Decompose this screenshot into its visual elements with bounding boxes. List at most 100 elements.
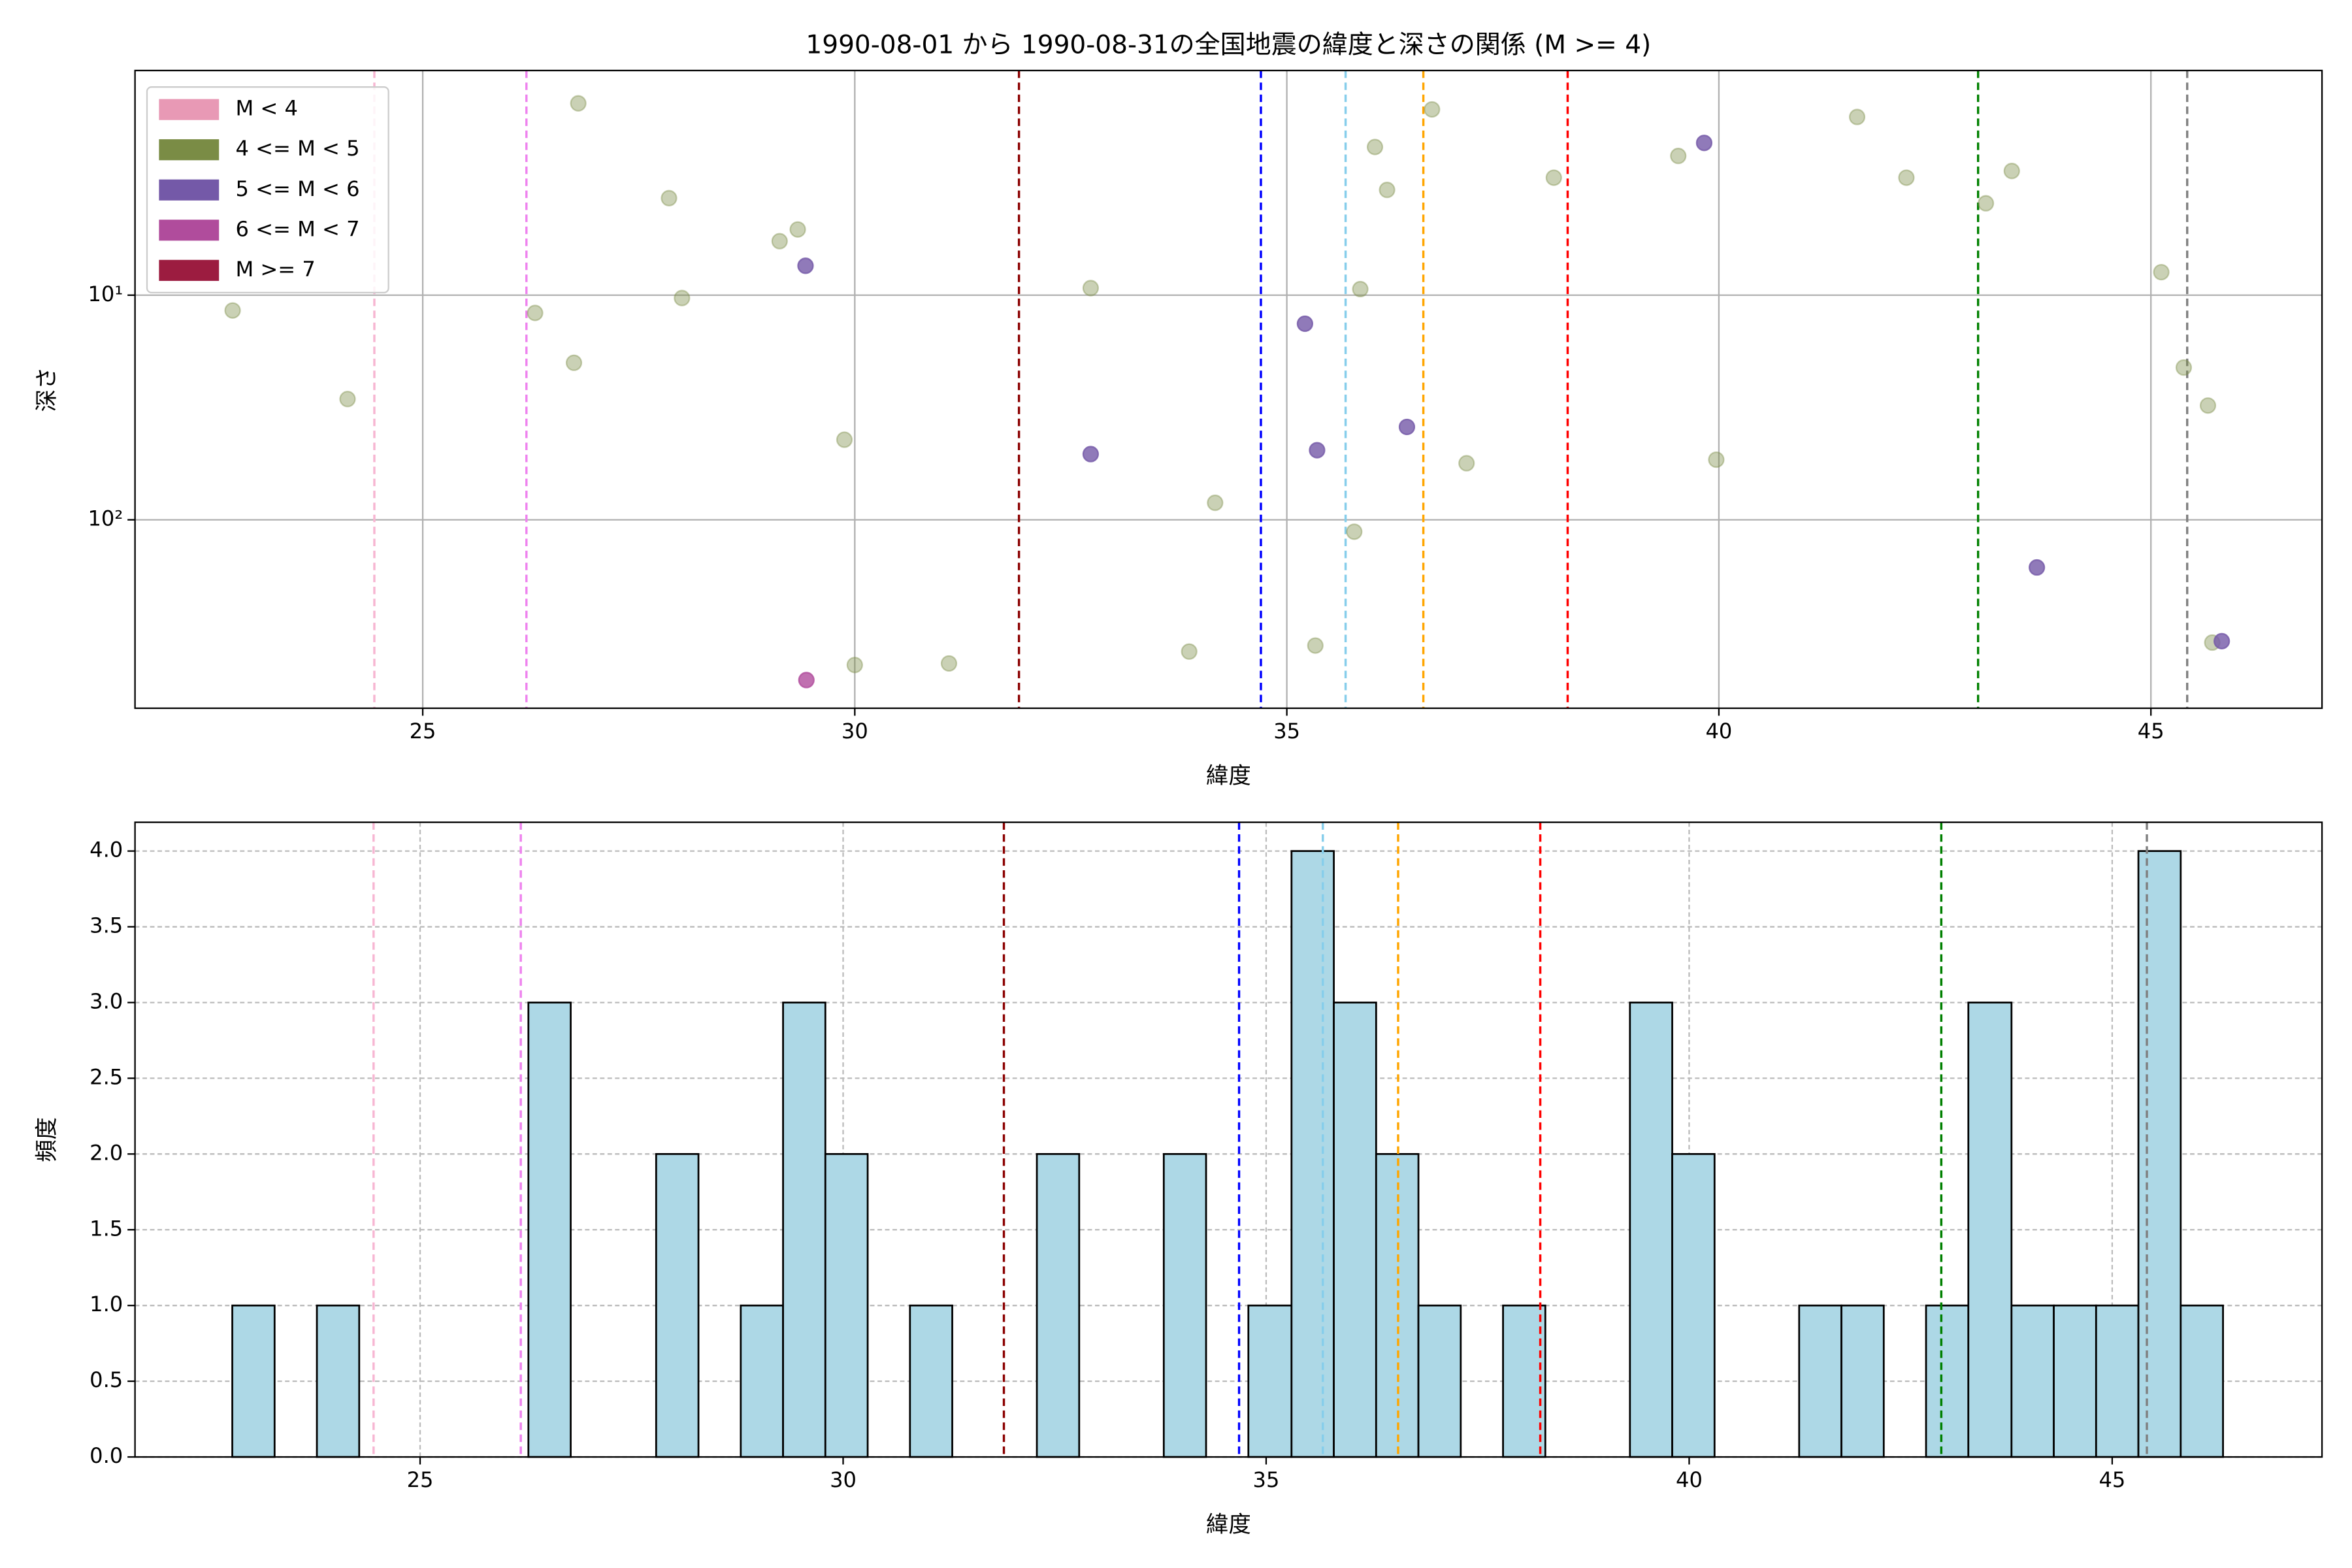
y-tick-label: 0.5	[90, 1367, 123, 1392]
point	[1082, 280, 1100, 297]
legend-swatch	[159, 259, 220, 281]
bar	[1671, 1152, 1716, 1458]
legend-label: 5 <= M < 6	[235, 176, 359, 201]
legend-swatch	[159, 139, 220, 161]
y-tick-label: 1.5	[90, 1216, 123, 1241]
point	[1695, 135, 1713, 152]
point	[1366, 139, 1384, 155]
bar	[1247, 1304, 1293, 1458]
x-tick-label: 35	[1253, 1467, 1280, 1492]
legend-swatch	[159, 179, 220, 201]
bar	[1502, 1304, 1546, 1458]
point	[1307, 637, 1324, 654]
y-tick-label: 2.5	[90, 1064, 123, 1089]
bar	[316, 1304, 361, 1458]
point	[1309, 442, 1326, 459]
legend-label: M >= 7	[235, 257, 315, 282]
bar	[1162, 1152, 1207, 1458]
point	[2175, 359, 2193, 376]
x-tick-label: 45	[2138, 719, 2164, 743]
bar	[1925, 1304, 1970, 1458]
legend-swatch	[159, 220, 220, 241]
chart-title: 1990-08-01 から 1990-08-31の全国地震の緯度と深さの関係 (…	[806, 31, 1651, 60]
point	[940, 655, 958, 672]
point	[797, 257, 814, 274]
bar	[527, 1002, 572, 1458]
bar	[909, 1304, 953, 1458]
point	[661, 189, 678, 206]
point	[798, 672, 815, 689]
point	[1082, 446, 1100, 463]
y-axis-label: 頻度	[34, 1117, 60, 1162]
bar	[1333, 1002, 1377, 1458]
y-tick-label: 3.5	[90, 913, 123, 938]
y-tick-label: 2.0	[90, 1140, 123, 1165]
bar	[1967, 1002, 2013, 1458]
point	[674, 289, 691, 306]
bar	[2053, 1304, 2097, 1458]
point	[846, 657, 863, 674]
bar	[2010, 1304, 2055, 1458]
bar	[1798, 1304, 1842, 1458]
point	[2029, 559, 2046, 576]
point	[1346, 523, 1363, 540]
point	[339, 391, 356, 408]
x-tick-label: 40	[1676, 1467, 1703, 1492]
point	[1379, 182, 1396, 199]
point	[1977, 195, 1995, 212]
x-axis-label: 緯度	[1206, 1512, 1251, 1538]
point	[2003, 163, 2020, 180]
legend-box	[146, 86, 389, 293]
point	[1898, 169, 1915, 186]
axes-frame	[134, 821, 2323, 1458]
point	[1670, 148, 1687, 165]
y-tick-label: 10²	[88, 506, 123, 531]
bar	[1417, 1304, 1462, 1458]
point	[1207, 494, 1224, 512]
point	[836, 431, 853, 448]
point	[1458, 455, 1475, 472]
x-tick-label: 45	[2099, 1467, 2125, 1492]
point	[570, 95, 587, 112]
point	[224, 302, 241, 319]
x-tick-label: 30	[830, 1467, 857, 1492]
x-tick-label: 25	[410, 719, 436, 743]
x-axis-label: 緯度	[1206, 763, 1251, 789]
point	[1296, 315, 1314, 333]
point	[771, 233, 788, 250]
bar	[231, 1304, 276, 1458]
x-tick-label: 30	[841, 719, 868, 743]
y-tick-label: 4.0	[90, 838, 123, 862]
y-tick-label: 0.0	[90, 1443, 123, 1468]
point	[1352, 280, 1369, 298]
bar	[824, 1152, 869, 1458]
point	[2153, 263, 2170, 281]
point	[1181, 643, 1198, 660]
bar	[655, 1152, 700, 1458]
x-tick-label: 35	[1273, 719, 1300, 743]
point	[1545, 169, 1562, 186]
bar	[782, 1002, 826, 1458]
point	[527, 304, 544, 321]
y-tick-label: 1.0	[90, 1292, 123, 1316]
legend-label: M < 4	[235, 96, 297, 121]
legend-swatch	[159, 99, 220, 120]
point	[1424, 101, 1441, 118]
legend-label: 4 <= M < 5	[235, 136, 359, 161]
y-tick-label: 10¹	[88, 282, 123, 306]
bar	[2137, 850, 2182, 1458]
x-tick-label: 40	[1705, 719, 1732, 743]
x-tick-label: 25	[407, 1467, 434, 1492]
bar	[1290, 850, 1335, 1458]
y-tick-label: 3.0	[90, 988, 123, 1013]
point	[2199, 397, 2217, 414]
point	[1708, 451, 1725, 468]
y-axis-label: 深さ	[34, 367, 60, 412]
bar	[1036, 1152, 1081, 1458]
point	[789, 221, 806, 238]
bar	[1629, 1002, 1673, 1458]
point	[565, 354, 583, 371]
point	[2213, 632, 2230, 650]
